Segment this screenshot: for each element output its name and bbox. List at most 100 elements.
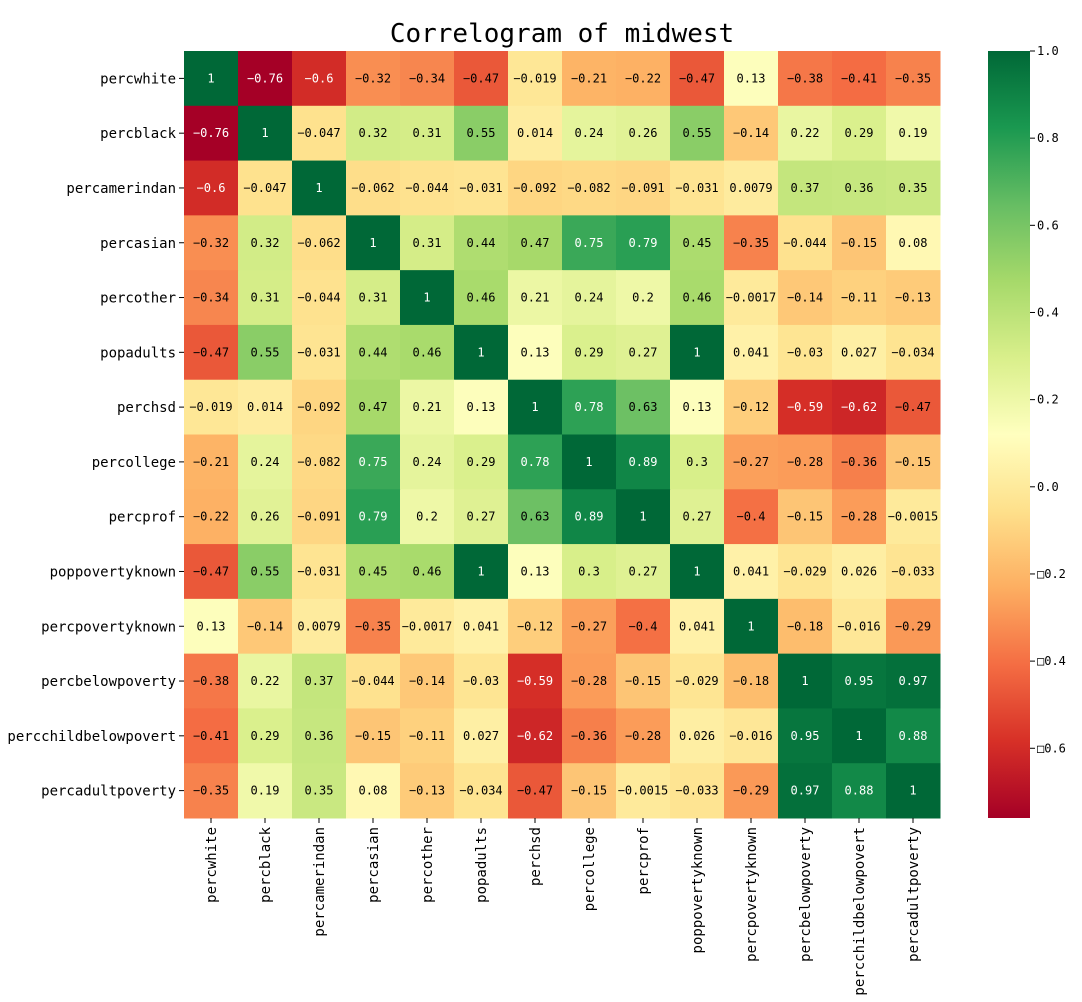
heatmap-cell <box>292 489 347 545</box>
cell-value-label: 0.46 <box>413 345 442 359</box>
heatmap-cell <box>400 270 455 326</box>
heatmap-cell <box>292 105 347 162</box>
cell-value-label: −0.38 <box>193 674 229 688</box>
x-tick-label: percpovertyknown <box>744 827 760 962</box>
colorbar-tick-label: □0.6 <box>1037 741 1066 755</box>
cell-value-label: −0.044 <box>405 181 448 195</box>
cell-value-label: 0.24 <box>575 126 604 140</box>
heatmap-cell <box>292 51 347 107</box>
x-tick-label: percother <box>420 827 436 903</box>
cell-value-label: −0.76 <box>193 126 229 140</box>
cell-value-label: 0.13 <box>467 400 496 414</box>
heatmap-cell <box>724 434 779 490</box>
heatmap-cell <box>346 653 401 709</box>
heatmap-cell <box>562 598 617 655</box>
heatmap-cell <box>562 324 617 381</box>
heatmap-cell <box>670 489 725 545</box>
cell-value-label: 0.47 <box>521 236 550 250</box>
chart-title: Correlogram of midwest <box>390 19 734 49</box>
heatmap-cell <box>184 598 239 655</box>
heatmap-cell <box>238 105 293 162</box>
cell-value-label: −0.092 <box>297 400 340 414</box>
cell-value-label: 0.26 <box>251 510 280 524</box>
heatmap-cell <box>346 708 401 764</box>
cell-value-label: 0.3 <box>578 564 600 578</box>
heatmap-cell <box>454 489 509 545</box>
cell-value-label: −0.03 <box>787 345 823 359</box>
heatmap-cell <box>238 270 293 326</box>
heatmap-cell <box>616 434 671 490</box>
cell-value-label: −0.15 <box>841 236 877 250</box>
heatmap-cell <box>778 708 833 764</box>
colorbar-tick-label: □0.4 <box>1037 654 1066 668</box>
heatmap-cell <box>292 708 347 764</box>
cell-value-label: 0.44 <box>467 236 496 250</box>
heatmap-cell <box>508 379 563 435</box>
heatmap-cell <box>562 51 617 107</box>
cell-value-label: −0.47 <box>517 784 553 798</box>
heatmap-cell <box>778 434 833 490</box>
cell-value-label: 0.89 <box>575 510 604 524</box>
cell-value-label: 1 <box>693 564 700 578</box>
cell-value-label: −0.27 <box>571 619 607 633</box>
heatmap-cell <box>400 489 455 545</box>
cell-value-label: 0.37 <box>305 674 334 688</box>
heatmap-cell <box>400 653 455 709</box>
y-tick-label: percblack <box>100 126 176 142</box>
heatmap-cell <box>616 598 671 655</box>
heatmap-cell <box>508 544 563 600</box>
heatmap-cell <box>778 105 833 162</box>
cell-value-label: 0.13 <box>683 400 712 414</box>
cell-value-label: 0.95 <box>845 674 874 688</box>
cell-value-label: 1 <box>207 71 214 85</box>
heatmap-cell <box>454 215 509 271</box>
heatmap-cells: 1 −0.76 −0.6 −0.32 −0.34 −0.47 −0.019 −0.21 −0.2… <box>184 51 941 819</box>
heatmap-cell <box>346 51 401 107</box>
heatmap-cell <box>400 544 455 600</box>
heatmap-cell <box>886 708 941 764</box>
y-tick-label: percamerindan <box>66 181 176 197</box>
heatmap-cell <box>778 544 833 600</box>
cell-value-label: 0.13 <box>521 564 550 578</box>
y-tick-label: percollege <box>92 455 176 471</box>
cell-value-label: −0.59 <box>787 400 823 414</box>
heatmap-cell <box>508 215 563 271</box>
cell-value-label: 0.027 <box>841 345 877 359</box>
x-tick-label: percamerindan <box>312 827 328 937</box>
heatmap-cell <box>724 653 779 709</box>
heatmap-cell <box>886 324 941 381</box>
cell-value-label: −0.47 <box>895 400 931 414</box>
cell-value-label: 0.27 <box>683 510 712 524</box>
cell-value-label: 1 <box>693 345 700 359</box>
cell-value-label: 0.24 <box>413 455 442 469</box>
heatmap-cell <box>832 215 887 271</box>
heatmap-cell <box>292 544 347 600</box>
cell-value-label: 0.13 <box>737 71 766 85</box>
cell-value-label: 0.35 <box>305 784 334 798</box>
heatmap-cell <box>724 379 779 435</box>
heatmap-cell <box>832 379 887 435</box>
cell-value-label: −0.29 <box>895 619 931 633</box>
heatmap-cell <box>832 653 887 709</box>
cell-value-label: 0.35 <box>899 181 928 195</box>
cell-value-label: 0.014 <box>517 126 553 140</box>
cell-value-label: 0.88 <box>845 784 874 798</box>
cell-value-label: −0.062 <box>297 236 340 250</box>
heatmap-cell <box>238 489 293 545</box>
cell-value-label: −0.35 <box>193 784 229 798</box>
cell-value-label: 0.027 <box>463 729 499 743</box>
cell-value-label: −0.031 <box>459 181 502 195</box>
cell-value-label: −0.22 <box>625 71 661 85</box>
heatmap-cell <box>886 160 941 216</box>
x-tick-label: percadultpoverty <box>906 827 922 962</box>
cell-value-label: −0.62 <box>841 400 877 414</box>
heatmap-cell <box>670 708 725 764</box>
cell-value-label: −0.047 <box>243 181 286 195</box>
heatmap-cell <box>238 434 293 490</box>
heatmap-cell <box>238 215 293 271</box>
x-tick-label: percwhite <box>204 827 220 903</box>
cell-value-label: 1 <box>369 236 376 250</box>
cell-value-label: 0.21 <box>413 400 442 414</box>
x-tick-label: percasian <box>366 827 382 903</box>
cell-value-label: −0.76 <box>247 71 283 85</box>
